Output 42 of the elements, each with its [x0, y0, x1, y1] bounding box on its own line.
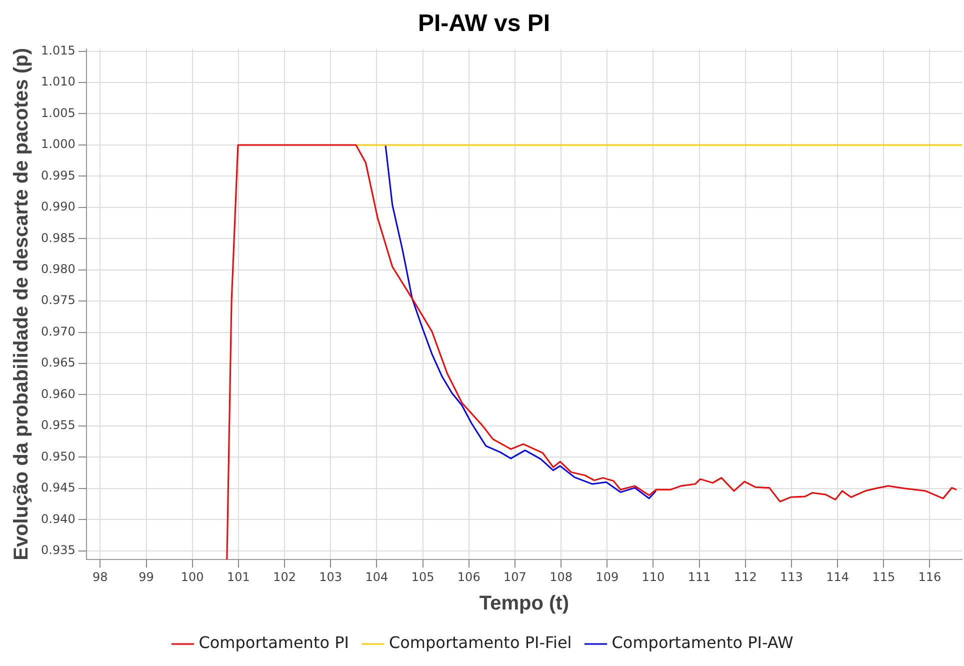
y-tick-label: 1.005 — [40, 106, 76, 120]
y-tick-label: 0.975 — [40, 293, 76, 308]
x-tick-label: 102 — [273, 570, 296, 584]
y-tick-label: 0.985 — [40, 230, 76, 245]
y-tick-label: 0.935 — [40, 542, 76, 557]
x-tick-label: 113 — [780, 570, 803, 584]
y-tick-label: 1.015 — [40, 43, 76, 58]
y-tick-label: 0.965 — [40, 356, 76, 370]
legend-label: Comportamento PI-AW — [612, 633, 794, 652]
y-tick-label: 0.980 — [40, 262, 76, 276]
legend-label: Comportamento PI-Fiel — [388, 633, 572, 652]
y-tick-label: 0.970 — [40, 324, 76, 338]
y-tick-label: 0.945 — [40, 480, 76, 495]
y-tick-label: 0.960 — [40, 386, 76, 401]
x-tick-label: 108 — [550, 570, 572, 584]
x-tick-label: 103 — [319, 570, 342, 584]
x-tick-label: 98 — [92, 570, 108, 584]
y-tick-label: 0.955 — [40, 418, 76, 432]
y-tick-label: 0.995 — [40, 168, 76, 182]
chart-title: PI-AW vs PI — [418, 10, 550, 38]
x-tick-label: 112 — [734, 570, 757, 584]
y-tick-label: 0.990 — [40, 200, 76, 214]
x-tick-label: 99 — [138, 570, 154, 584]
legend-label: Comportamento PI — [198, 633, 349, 652]
x-tick-label: 101 — [226, 570, 250, 584]
x-axis-title: Tempo (t) — [479, 592, 569, 615]
x-tick-label: 114 — [826, 570, 850, 584]
y-tick-label: 1.000 — [40, 137, 76, 152]
x-tick-label: 115 — [872, 570, 896, 584]
y-tick-label: 0.940 — [40, 512, 76, 526]
x-tick-label: 110 — [642, 570, 665, 584]
y-tick-label: 0.950 — [40, 449, 76, 464]
y-tick-label: 1.010 — [40, 74, 76, 89]
x-tick-label: 105 — [411, 570, 434, 584]
y-axis-title: Evolução da probabilidade de descarte de pacotes (p) — [10, 48, 33, 560]
x-tick-label: 106 — [457, 570, 480, 584]
x-tick-label: 104 — [365, 570, 388, 584]
x-tick-label: 100 — [180, 570, 204, 584]
x-tick-label: 111 — [688, 570, 711, 584]
x-tick-label: 116 — [918, 570, 942, 584]
x-tick-label: 109 — [596, 570, 619, 584]
x-tick-label: 107 — [504, 570, 526, 584]
